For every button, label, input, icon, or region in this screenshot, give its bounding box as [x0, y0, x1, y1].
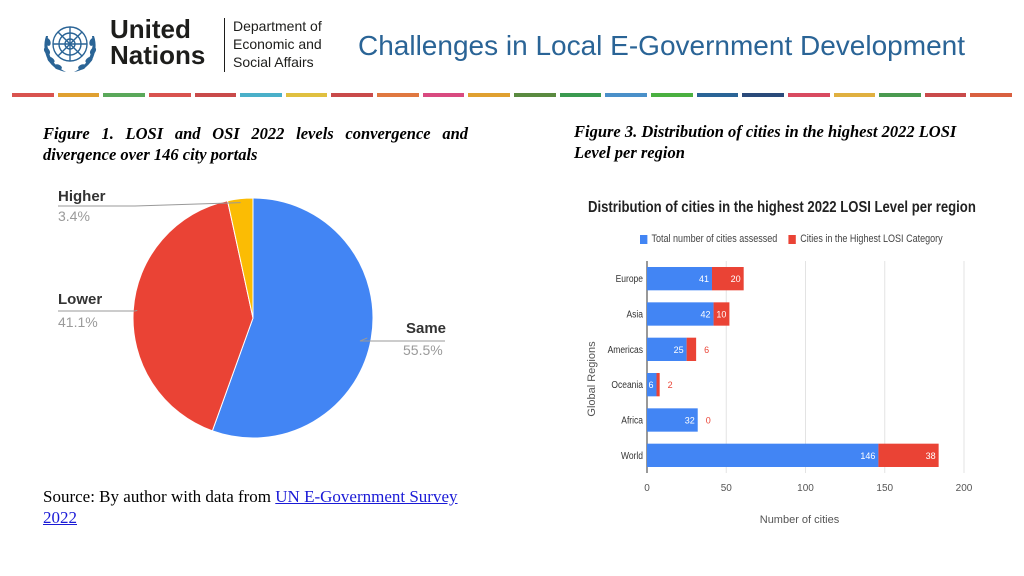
x-tick-label: 150 [876, 483, 893, 494]
data-label-total: 32 [685, 416, 695, 426]
pie-slice-higher [226, 197, 254, 319]
category-label: Europe [616, 274, 643, 285]
data-label-total: 6 [648, 380, 653, 390]
pie-label-same: Same [406, 320, 447, 337]
stripe-segment [605, 93, 647, 97]
org-line-2: Nations [110, 40, 206, 70]
bar-total-europe [647, 267, 712, 291]
pie-label-higher: Higher [58, 188, 106, 205]
data-label-highest: 10 [716, 310, 726, 320]
figure1-caption: Figure 1. LOSI and OSI 2022 levels conve… [43, 124, 468, 164]
pie-leader-lower [58, 309, 138, 312]
stripe-segment [57, 93, 100, 97]
legend-item-highest: Cities in the Highest LOSI Category [788, 233, 943, 245]
department-name: Department of Economic and Social Affair… [233, 17, 322, 71]
stripe-segment [377, 93, 419, 97]
stripe-segment [12, 93, 54, 97]
stripe-segment [331, 93, 374, 97]
bar-total-asia [647, 302, 714, 326]
bar-total-oceania [647, 373, 657, 397]
bar-highest-americas [686, 337, 697, 361]
un-emblem-icon [43, 26, 97, 72]
stripe-segment [833, 93, 876, 97]
stripe-segment [285, 93, 328, 97]
pie-label-lower: Lower [58, 291, 103, 308]
pie-slice-same [211, 197, 374, 439]
source-note: Source: By author with data from UN E-Go… [43, 486, 473, 528]
legend-item-total: Total number of cities assessed [640, 233, 777, 245]
stripe-segment [148, 93, 191, 97]
stripe-segment [650, 93, 693, 97]
stripe-segment [742, 93, 784, 97]
data-label-total: 25 [674, 345, 684, 355]
data-label-highest: 0 [706, 416, 711, 426]
data-label-highest: 6 [704, 345, 709, 355]
stripe-segment [879, 93, 921, 97]
pie-pct-higher: 3.4% [58, 208, 90, 224]
category-label: World [621, 450, 643, 461]
slide-title: Challenges in Local E-Government Develop… [358, 30, 965, 61]
pie-leader-higher [58, 202, 241, 207]
data-label-total: 146 [860, 451, 875, 461]
stripe-segment [240, 93, 282, 97]
x-tick-label: 0 [644, 483, 650, 494]
dept-line-2: Economic and [233, 36, 322, 52]
pie-pct-same: 55.5% [403, 342, 443, 358]
category-label: Oceania [611, 380, 643, 391]
source-link[interactable]: UN E-Government Survey 2022 [43, 487, 458, 527]
x-tick-label: 100 [797, 483, 814, 494]
pie-leader-same [359, 337, 445, 342]
category-label: Africa [621, 415, 643, 426]
stripe-segment [559, 93, 602, 97]
x-axis-title: Number of cities [760, 514, 840, 526]
data-label-highest: 38 [926, 451, 936, 461]
bar-total-americas [647, 337, 687, 361]
y-axis-title: Global Regions [586, 341, 598, 417]
logo-divider [224, 18, 225, 72]
stripe-segment [194, 93, 237, 97]
pie-chart: Higher 3.4% Lower 41.1% Same 55.5% [40, 170, 480, 470]
bar-highest-oceania [656, 373, 660, 397]
stripe-segment [924, 93, 967, 97]
source-prefix: Source: By author with data from [43, 487, 276, 506]
legend-label-highest: Cities in the Highest LOSI Category [800, 233, 943, 245]
pie-chart-svg [58, 197, 445, 439]
dept-line-1: Department of [233, 18, 322, 34]
stripe-segment [696, 93, 739, 97]
pie-slice-lower [132, 200, 254, 432]
bar-chart-legend: Total number of cities assessed Cities i… [640, 232, 954, 246]
x-tick-label: 50 [721, 483, 733, 494]
data-label-highest: 2 [668, 380, 673, 390]
color-stripe [12, 93, 1013, 97]
bar-total-africa [647, 408, 698, 432]
legend-swatch-highest [788, 234, 797, 244]
stripe-segment [468, 93, 511, 97]
bar-highest-world [878, 443, 939, 467]
stripe-segment [970, 93, 1013, 97]
bar-highest-europe [711, 267, 744, 291]
legend-label-total: Total number of cities assessed [651, 233, 778, 245]
data-label-total: 42 [701, 310, 711, 320]
org-line-1: United [110, 14, 191, 44]
stripe-segment [103, 93, 145, 97]
data-label-highest: 20 [731, 274, 741, 284]
slide-header: United Nations Department of Economic an… [0, 0, 1024, 100]
legend-swatch-total [640, 234, 648, 244]
category-label: Asia [626, 309, 643, 320]
stripe-segment [787, 93, 830, 97]
pie-pct-lower: 41.1% [58, 314, 98, 330]
data-label-total: 41 [699, 274, 709, 284]
x-tick-label: 200 [956, 483, 973, 494]
dept-line-3: Social Affairs [233, 54, 314, 70]
stripe-segment [514, 93, 556, 97]
bar-highest-asia [713, 302, 730, 326]
un-wordmark: United Nations [110, 16, 205, 68]
stripe-segment [422, 93, 465, 97]
bar-total-world [647, 443, 879, 467]
figure3-caption: Figure 3. Distribution of cities in the … [574, 122, 957, 162]
bar-chart-title: Distribution of cities in the highest 20… [588, 199, 976, 216]
category-label: Americas [608, 344, 644, 355]
